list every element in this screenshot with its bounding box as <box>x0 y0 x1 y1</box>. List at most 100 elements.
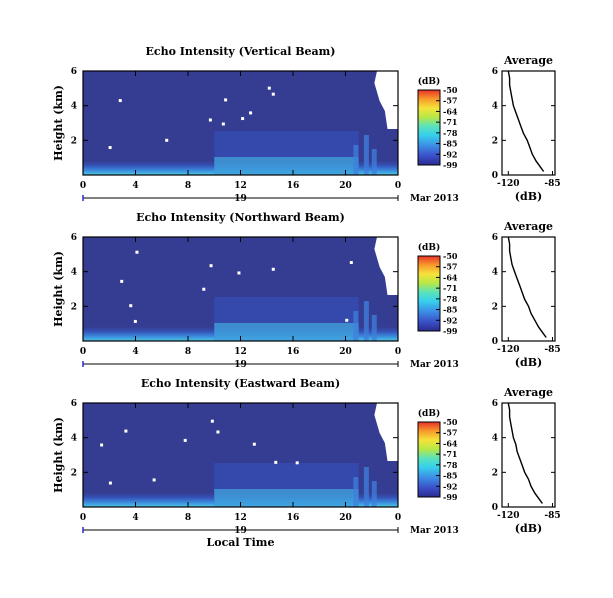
heatmap-missing-pixel <box>221 122 225 126</box>
heatmap-missing-pixel <box>252 442 256 446</box>
profile-y-tick-label: 0 <box>492 337 498 347</box>
x-tick-label: 0 <box>80 347 86 357</box>
heatmap-missing-pixel <box>202 287 206 291</box>
profile-title: Average <box>503 54 553 67</box>
heatmap-streak <box>371 315 377 341</box>
colorbar-tick-label: -57 <box>443 96 457 106</box>
profile-y-tick-label: 2 <box>492 136 498 146</box>
x-tick-label: 12 <box>234 181 247 191</box>
heatmap-strong-echo <box>214 157 359 175</box>
y-tick-label: 4 <box>71 434 77 444</box>
profile-x-tick-label: -85 <box>544 179 560 189</box>
heatmap-missing-pixel <box>295 461 299 465</box>
x-tick-label: 12 <box>234 347 247 357</box>
colorbar <box>417 89 441 166</box>
heatmap-missing-pixel <box>183 438 187 442</box>
profile-y-tick-label: 2 <box>492 302 498 312</box>
profile-y-tick-label: 4 <box>492 434 498 444</box>
heatmap-missing-pixel <box>210 419 214 423</box>
y-tick-label: 4 <box>71 268 77 278</box>
colorbar-tick-label: -78 <box>443 294 458 304</box>
x-tick-label: 4 <box>132 347 138 357</box>
profile-line <box>507 236 547 338</box>
heatmap-missing-pixel <box>129 304 133 308</box>
colorbar-tick-label: -85 <box>443 471 457 481</box>
y-tick-label: 6 <box>71 233 77 243</box>
date-month-label: Mar 2013 <box>410 360 459 370</box>
panel-1: Echo Intensity (Northward Beam) 6 4 2 Height… <box>52 211 561 370</box>
profile-y-tick-label: 0 <box>492 171 498 181</box>
y-tick-label: 2 <box>71 136 77 146</box>
heatmap-missing-data <box>374 403 398 461</box>
profile-y-tick-label: 4 <box>492 102 498 112</box>
y-tick-label: 4 <box>71 102 77 112</box>
colorbar-tick-label: -50 <box>443 251 458 261</box>
colorbar-tick-label: -64 <box>443 272 458 282</box>
heatmap-missing-pixel <box>241 117 245 121</box>
date-day-label: 19 <box>234 526 247 536</box>
heatmap <box>83 237 398 341</box>
colorbar-tick-label: -50 <box>443 85 458 95</box>
date-day-label: 19 <box>234 360 247 370</box>
x-tick-label: 16 <box>287 513 300 523</box>
profile-x-tick-label: -120 <box>497 511 520 521</box>
profile-x-tick-label: -85 <box>544 511 560 521</box>
colorbar-tick-label: -92 <box>443 149 457 159</box>
x-tick-label: 20 <box>339 513 352 523</box>
x-tick-label: 4 <box>132 181 138 191</box>
x-tick-label: 0 <box>395 347 401 357</box>
profile-y-tick-label: 6 <box>492 399 498 409</box>
heatmap-missing-pixel <box>274 460 278 464</box>
profile-title: Average <box>503 220 553 233</box>
profile-x-axis-label: (dB) <box>515 190 542 203</box>
heatmap-missing-pixel <box>249 111 253 115</box>
heatmap-missing-pixel <box>152 478 156 482</box>
y-axis-label: Height (km) <box>52 417 65 493</box>
colorbar-tick-label: -78 <box>443 128 458 138</box>
colorbar-tick-label: -64 <box>443 438 458 448</box>
date-month-label: Mar 2013 <box>410 194 459 204</box>
y-axis-label: Height (km) <box>52 85 65 161</box>
y-tick-label: 2 <box>71 302 77 312</box>
heatmap-missing-pixel <box>209 264 213 268</box>
x-tick-label: 8 <box>185 347 191 357</box>
colorbar <box>417 421 441 498</box>
profile-line <box>507 70 545 172</box>
profile-x-tick-label: -120 <box>497 179 520 189</box>
heatmap-streak <box>353 477 359 507</box>
x-tick-label: 8 <box>185 513 191 523</box>
date-day-label: 19 <box>234 194 247 204</box>
profile-x-axis-label: (dB) <box>515 522 542 535</box>
x-tick-label: 20 <box>339 181 352 191</box>
colorbar-tick-label: -99 <box>443 326 458 336</box>
heatmap-missing-data <box>374 71 398 129</box>
y-tick-label: 6 <box>71 399 77 409</box>
heatmap-missing-pixel <box>118 99 122 103</box>
x-tick-label: 12 <box>234 513 247 523</box>
x-tick-label: 16 <box>287 181 300 191</box>
profile-line <box>507 402 543 504</box>
colorbar-tick-label: -85 <box>443 139 457 149</box>
heatmap-strong-echo <box>214 323 359 341</box>
x-tick-label: 0 <box>80 513 86 523</box>
panel-0: Echo Intensity (Vertical Beam) 6 4 2 Height … <box>52 45 561 204</box>
x-tick-label: 8 <box>185 181 191 191</box>
x-tick-label: 0 <box>395 181 401 191</box>
heatmap-missing-pixel <box>135 250 139 254</box>
y-tick-label: 2 <box>71 468 77 478</box>
profile-y-tick-label: 4 <box>492 268 498 278</box>
colorbar-tick-label: -92 <box>443 481 457 491</box>
x-tick-label: 16 <box>287 347 300 357</box>
heatmap-missing-pixel <box>216 430 220 434</box>
heatmap-missing-pixel <box>124 429 128 433</box>
heatmap-missing-data <box>374 237 398 295</box>
heatmap-streak <box>363 135 369 175</box>
heatmap-missing-pixel <box>267 86 271 90</box>
y-tick-label: 6 <box>71 67 77 77</box>
panel-2: Echo Intensity (Eastward Beam) 6 4 2 Height … <box>52 377 561 549</box>
x-tick-label: 0 <box>80 181 86 191</box>
heatmap-streak <box>371 481 377 507</box>
colorbar-tick-label: -85 <box>443 305 457 315</box>
heatmap-streak <box>353 311 359 341</box>
